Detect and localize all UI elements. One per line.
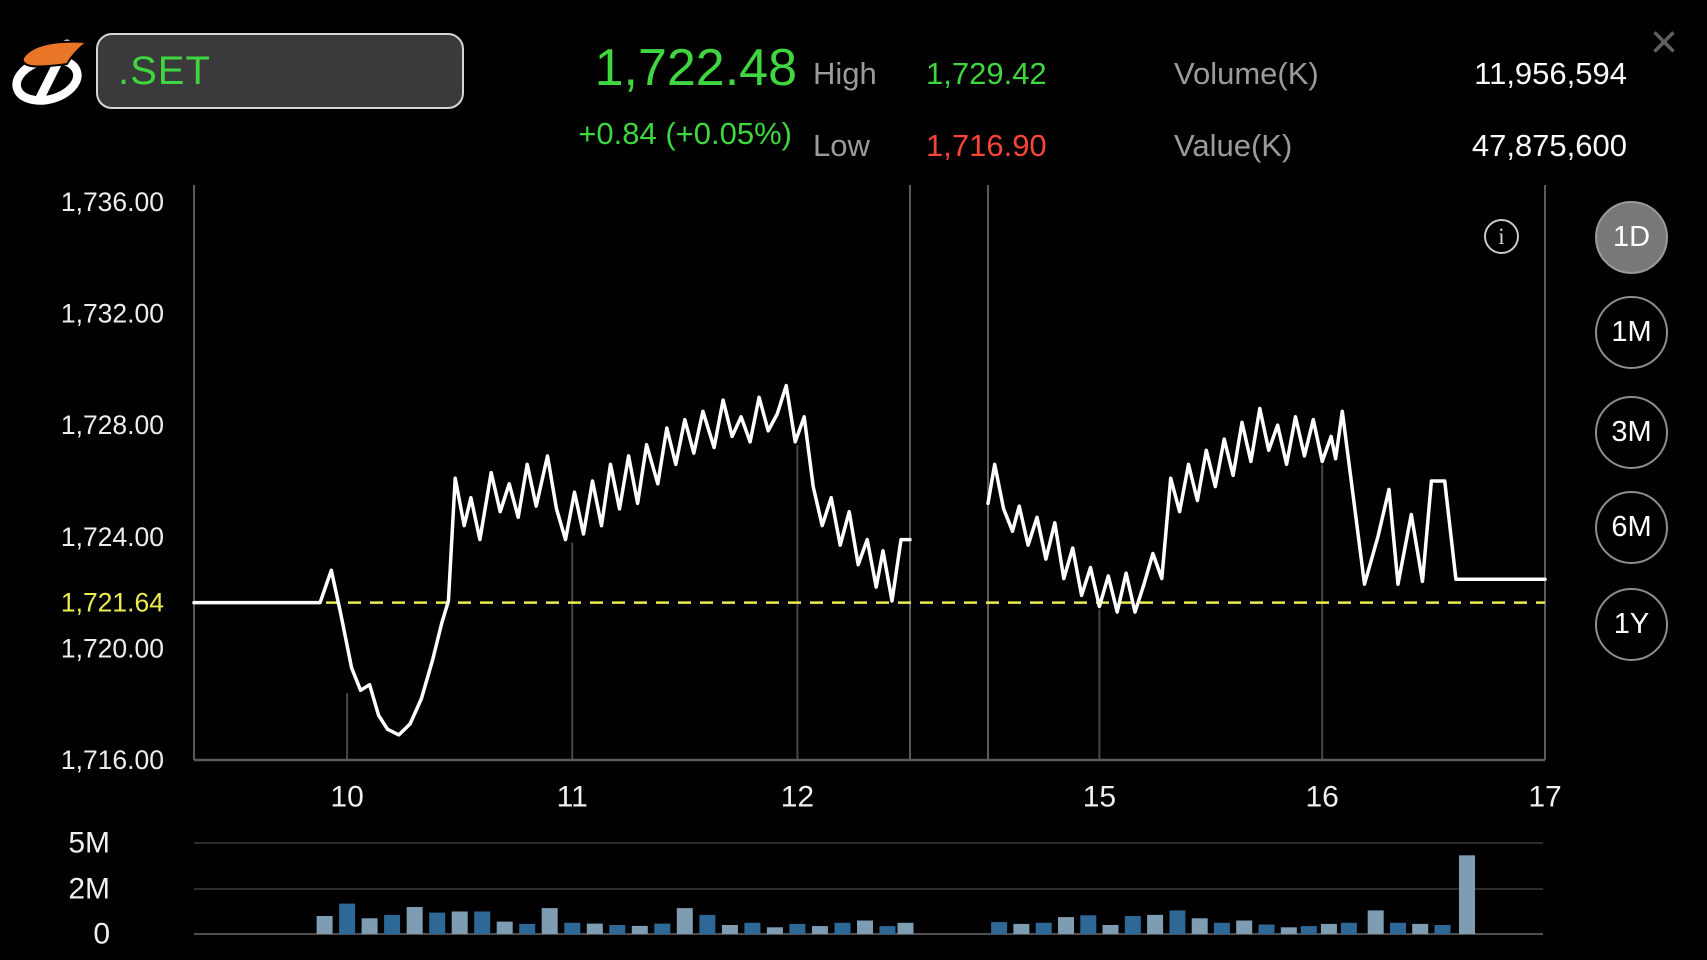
symbol-text: .SET [118,48,211,93]
time-tick-label: 11 [557,781,588,814]
volume-bar [564,922,581,935]
volume-bar [541,908,558,934]
volume-bar [1340,922,1357,935]
volume-bar [1412,923,1429,934]
volume-label: Volume(K) [1174,56,1319,91]
info-icon[interactable]: i [1484,219,1519,254]
volume-bar [1035,922,1052,935]
volume-axis-label: 0 [93,918,110,951]
range-button-1d[interactable]: 1D [1595,201,1668,274]
volume-bar [1459,855,1475,934]
range-button-3m[interactable]: 3M [1595,396,1668,469]
volume-bar [897,922,914,935]
price-tick-label: 1,716.00 [61,745,164,775]
prev-close-line: 1,721.64 [61,588,1545,618]
range-button-6m[interactable]: 6M [1595,491,1668,564]
volume-bar [1080,915,1097,934]
high-label: High [813,56,877,91]
price-axis: 1,736.00 1,732.00 1,728.00 1,724.00 1,720.00… [61,187,164,775]
price-tick-label: 1,728.00 [61,410,164,440]
volume-bar [654,923,671,934]
volume-bar [1258,924,1275,934]
volume-bar [361,918,378,935]
volume-bar [1320,923,1337,934]
volume-bar [339,903,356,934]
volume-axis-label: 5M [68,827,110,860]
time-tick-label: 12 [781,781,814,814]
volume-bar [406,907,423,934]
plot-borders [193,185,1546,762]
volume-bar [857,920,873,934]
volume-bar [316,916,333,934]
time-tick-label: 15 [1083,781,1116,814]
volume-bar [879,926,896,934]
time-axis: 10 11 12 15 16 17 [330,444,1562,814]
volume-bar [789,923,806,934]
volume-bar [1300,926,1317,934]
price-line [192,383,1547,737]
volume-bar [1102,925,1119,934]
volume-bar [721,925,738,934]
high-value: 1,729.42 [926,56,1047,91]
volume-bar [429,912,446,934]
price-line-morning [192,383,912,737]
value-value: 47,875,600 [1471,128,1627,163]
close-icon[interactable]: × [1649,15,1679,69]
time-tick-label: 17 [1528,781,1561,814]
volume-bar [1124,916,1141,934]
volume-bar [766,927,783,935]
range-button-1y[interactable]: 1Y [1595,588,1668,661]
volume-bars [316,855,1475,935]
value-label: Value(K) [1174,128,1293,163]
volume-bar [586,923,603,934]
volume-bar [474,911,491,934]
range-button-1m[interactable]: 1M [1595,296,1668,369]
time-tick-label: 10 [330,781,363,814]
volume-bar [519,923,536,934]
volume-bar [1236,920,1253,934]
low-value: 1,716.90 [926,128,1047,163]
price-tick-label: 1,720.00 [61,633,164,663]
volume-axis-label: 2M [68,873,110,906]
volume-bar [1434,925,1451,934]
volume-bar [991,922,1008,934]
volume-bar [1169,910,1186,934]
price-tick-label: 1,724.00 [61,522,164,552]
volume-bar [384,914,401,934]
price-line-afternoon [986,406,1547,614]
volume-bar [451,911,468,934]
price-tick-label: 1,736.00 [61,187,164,217]
time-tick-label: 16 [1306,781,1339,814]
volume-bar [834,922,851,935]
volume-bar [1367,910,1384,934]
last-price: 1,722.48 [594,39,797,97]
volume-bar [744,922,761,935]
broker-logo-icon [12,39,90,105]
symbol-search-box[interactable]: .SET [96,33,464,109]
price-tick-label: 1,732.00 [61,299,164,329]
volume-bar [1191,918,1208,935]
volume-bar [631,925,648,934]
volume-bar [496,921,513,934]
volume-bar [1058,917,1074,934]
volume-value: 11,956,594 [1474,56,1627,91]
session-break-lines [909,185,989,760]
volume-bar [1013,923,1030,934]
volume-bar [1213,922,1230,935]
low-label: Low [813,128,870,163]
volume-bar [1390,922,1406,935]
prev-close-label: 1,721.64 [61,588,164,618]
price-change: +0.84 (+0.05%) [578,116,792,151]
volume-bar [609,925,626,934]
volume-bar [1147,914,1164,934]
volume-bar [1280,927,1297,935]
volume-bar [699,914,716,934]
volume-bar [811,926,828,934]
volume-bar [676,908,693,934]
